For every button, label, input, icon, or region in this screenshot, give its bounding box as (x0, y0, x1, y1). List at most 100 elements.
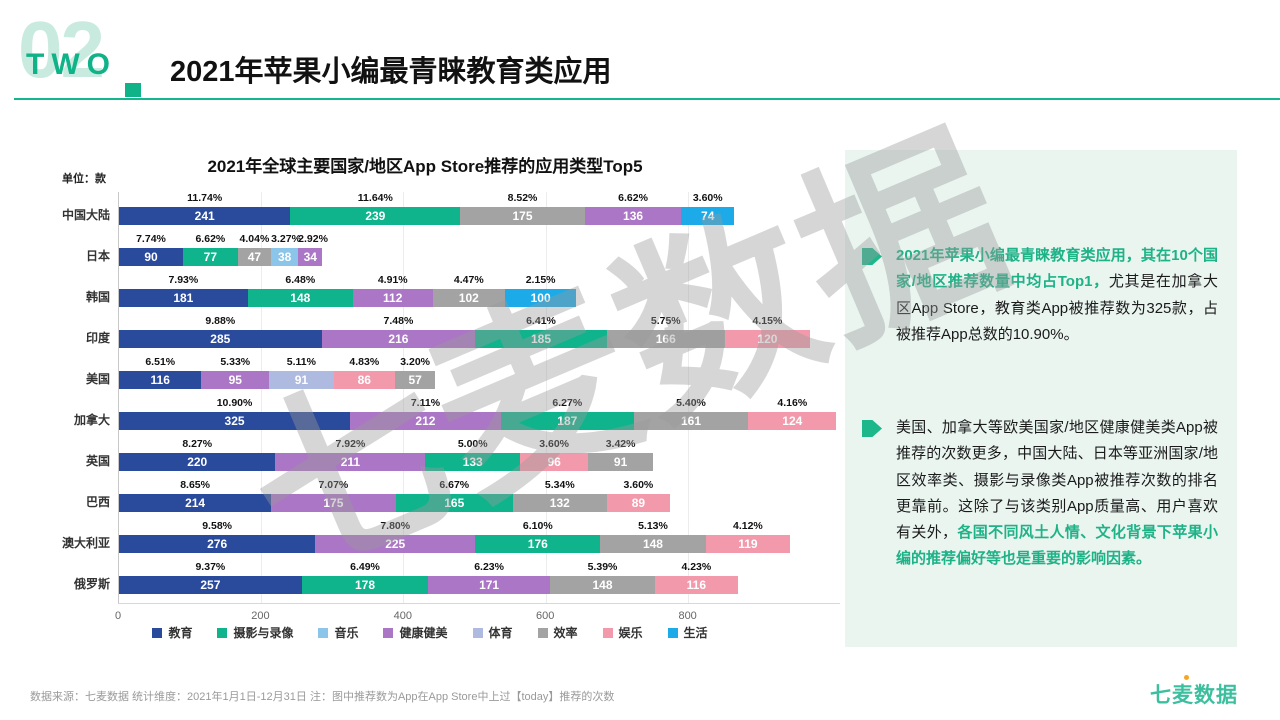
bar-segment: 216 (321, 330, 476, 348)
bar-segment: 100 (505, 289, 577, 307)
bar-segment: 116 (655, 576, 738, 594)
chart: 2021年全球主要国家/地区App Store推荐的应用类型Top5 单位：款 … (60, 150, 845, 655)
legend-swatch (152, 627, 163, 638)
segment-percent-label: 3.20% (400, 356, 430, 368)
body-text: 美国、加拿大等欧美国家/地区健康健美类App被推荐的次数更多，中国大陆、日本等亚… (896, 419, 1218, 541)
segment-percent-label: 4.91% (377, 274, 408, 286)
bar-segment: 124 (748, 412, 837, 430)
bar-row: 7.74% 6.62% 4.04% 3.27% 2.92% 90 77 47 38 34 (119, 233, 840, 274)
segment-percent-label: 3.27% (271, 233, 301, 245)
bar-segment: 212 (350, 412, 501, 430)
country-label: 中国大陆 (61, 208, 110, 222)
body-text: 尤其是在加拿大区App Store，教育类App被推荐数为325款，占被推荐Ap… (896, 273, 1218, 343)
country-label: 日本 (85, 249, 110, 263)
bullet-item: 美国、加拿大等欧美国家/地区健康健美类App被推荐的次数更多，中国大陆、日本等亚… (862, 415, 1220, 573)
bar-segment: 178 (301, 576, 429, 594)
legend-item: 摄影与录像 (217, 624, 293, 641)
segment-percent-label: 7.80% (380, 520, 411, 532)
country-label: 澳大利亚 (61, 536, 110, 550)
bar-row: 6.51% 5.33% 5.11% 4.83% 3.20% 116 95 91 86 57 (119, 356, 840, 397)
bar-row: 9.58% 7.80% 6.10% 5.13% 4.12% 276 225 176 148 119 (119, 520, 840, 561)
bar-segment: 211 (275, 453, 426, 471)
x-axis-ticks: 0 200 400 600 800 (115, 610, 840, 626)
gridline (545, 192, 547, 603)
segment-percent-label: 2.92% (298, 233, 328, 245)
segment-percent-label: 6.51% (145, 356, 176, 368)
legend-label: 效率 (553, 626, 578, 640)
arrow-right-icon (862, 248, 882, 265)
legend-label: 音乐 (334, 626, 359, 640)
bar-segment: 34 (298, 248, 323, 266)
bar-row: 9.88% 7.48% 6.41% 5.75% 4.15% 285 216 185 166 120 (119, 315, 840, 356)
bullet-text: 美国、加拿大等欧美国家/地区健康健美类App被推荐的次数更多，中国大陆、日本等亚… (896, 415, 1218, 573)
bar-rows: 11.74% 11.64% 8.52% 6.62% 3.60% 241 239 175 136 7… (119, 192, 840, 603)
insight-panel: 2021年苹果小编最青睐教育类应用，其在10个国家/地区推荐数量中均占Top1，… (845, 150, 1237, 647)
bar-segment: 119 (705, 535, 791, 553)
segment-percent-label: 9.58% (202, 520, 232, 532)
legend-label: 娱乐 (618, 626, 643, 640)
legend-swatch (472, 627, 483, 638)
segment-percent-label: 3.60% (692, 192, 723, 204)
bar-segment: 165 (395, 494, 513, 512)
bar-row: 9.37% 6.49% 6.23% 5.39% 4.23% 257 178 171 148 116 (119, 561, 840, 602)
segment-percent-label: 2.15% (525, 274, 556, 286)
segment-percent-label: 5.34% (544, 479, 575, 491)
gridline (403, 192, 405, 603)
segment-percent-label: 3.60% (539, 438, 570, 450)
segment-percent-label: 6.62% (195, 233, 226, 245)
bar-segment: 220 (119, 453, 276, 471)
bar-segment: 86 (333, 371, 395, 389)
legend-swatch (217, 627, 228, 638)
segment-percent-label: 5.75% (650, 315, 681, 327)
segment-percent-label: 4.16% (777, 397, 808, 409)
legend-item: 音乐 (318, 624, 358, 641)
bar-segment: 38 (271, 248, 299, 266)
brand-logo: 七麦数据 (1150, 675, 1238, 709)
bar-segment: 161 (633, 412, 749, 430)
country-label: 巴西 (85, 495, 110, 509)
legend-swatch (318, 627, 329, 638)
segment-percent-label: 3.42% (605, 438, 636, 450)
bar-segment: 285 (119, 330, 322, 348)
gridline (687, 192, 689, 603)
bar-segment: 241 (119, 207, 291, 225)
segment-percent-label: 4.12% (733, 520, 763, 532)
legend-swatch (602, 627, 613, 638)
legend-item: 娱乐 (602, 624, 643, 641)
segment-percent-label: 5.33% (220, 356, 251, 368)
country-label: 韩国 (85, 290, 110, 304)
bar-segment: 148 (247, 289, 353, 307)
segment-percent-label: 8.27% (182, 438, 213, 450)
legend-label: 生活 (683, 626, 708, 640)
country-label: 美国 (85, 372, 110, 386)
legend-item: 健康健美 (383, 624, 448, 641)
segment-percent-label: 6.49% (350, 561, 380, 573)
section-number-background: 02 (18, 5, 105, 94)
section-number-dot (125, 83, 141, 97)
segment-percent-label: 5.11% (286, 356, 316, 368)
segment-percent-label: 5.00% (457, 438, 488, 450)
legend-item: 教育 (152, 624, 192, 641)
segment-percent-label: 4.83% (349, 356, 380, 368)
segment-percent-label: 6.48% (285, 274, 316, 286)
country-labels: 中国大陆 日本 韩国 印度 美国 加拿大 英国 巴西 澳大利亚 俄罗斯 (60, 192, 110, 602)
legend-swatch (383, 627, 394, 638)
segment-percent-label: 6.62% (618, 192, 648, 204)
legend-label: 摄影与录像 (233, 626, 294, 640)
segment-percent-label: 4.04% (239, 233, 270, 245)
legend-label: 健康健美 (399, 626, 448, 640)
bar-segment: 47 (237, 248, 272, 266)
header-divider (14, 98, 1280, 100)
chart-title: 2021年全球主要国家/地区App Store推荐的应用类型Top5 (207, 157, 643, 176)
country-label: 加拿大 (73, 413, 110, 427)
logo-spark-icon (1184, 675, 1189, 680)
bar-segment: 187 (500, 412, 634, 430)
gridline (261, 192, 263, 603)
bar-segment: 89 (606, 494, 671, 512)
x-tick-label: 800 (678, 610, 697, 622)
bar-segment: 175 (460, 207, 585, 225)
x-tick-label: 400 (393, 610, 412, 622)
x-tick-label: 200 (251, 610, 270, 622)
data-source-note: 数据来源：七麦数据 统计维度：2021年1月1日-12月31日 注：图中推荐数为… (30, 691, 615, 703)
